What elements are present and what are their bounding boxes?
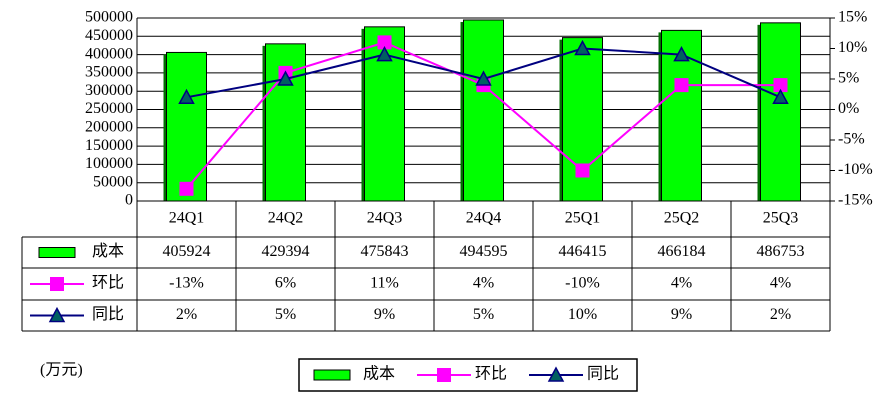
y2-tick-label: -15% [838, 192, 873, 209]
x-tick-label: 24Q4 [466, 210, 502, 227]
legend-label: 环比 [92, 274, 124, 292]
y-tick-label: 50000 [93, 173, 133, 190]
point [772, 88, 789, 105]
point [773, 78, 788, 93]
y2-tick-label: 10% [838, 39, 867, 56]
legend-label: 成本 [363, 365, 395, 383]
table-value: -10% [565, 275, 600, 292]
y-tick-label: 100000 [85, 155, 133, 172]
y-tick-label: 250000 [85, 100, 133, 117]
table-value: 4% [473, 275, 494, 292]
legend-label: 环比 [475, 365, 507, 383]
y-tick-label: 300000 [85, 82, 133, 99]
bar-shadow [658, 32, 662, 202]
table-value: 4% [770, 275, 791, 292]
table-value: 9% [374, 306, 395, 323]
legend-marker [38, 247, 76, 258]
table-value: 446415 [559, 243, 607, 260]
table-value: 9% [671, 306, 692, 323]
table-value: 466184 [658, 243, 706, 260]
bar-shadow [460, 21, 464, 202]
y2-tick-label: 0% [838, 100, 859, 117]
x-tick-label: 25Q3 [763, 210, 799, 227]
point [575, 163, 590, 178]
table-value: 10% [568, 306, 597, 323]
legend-marker [313, 369, 351, 381]
bar-shadow [757, 24, 761, 201]
table-value: 429394 [262, 243, 310, 260]
y2-tick-label: -5% [838, 131, 865, 148]
point [475, 70, 492, 86]
y-tick-label: 400000 [85, 45, 133, 62]
legend-marker [437, 368, 451, 382]
point [377, 35, 392, 50]
table-value: 6% [275, 275, 296, 292]
table-value: 405924 [163, 243, 211, 260]
point [179, 181, 194, 196]
bar [463, 19, 504, 202]
bar-shadow [262, 45, 266, 201]
legend-marker [48, 306, 66, 323]
table-value: 4% [671, 275, 692, 292]
legend-label: 同比 [92, 305, 124, 323]
table-value: 11% [370, 275, 399, 292]
table-value: -13% [169, 275, 204, 292]
y2-tick-label: -10% [838, 161, 873, 178]
y-tick-label: 350000 [85, 64, 133, 81]
table-value: 494595 [460, 243, 508, 260]
table-value: 486753 [757, 243, 805, 260]
bar-shadow [559, 39, 563, 202]
legend-label: 同比 [587, 365, 619, 383]
bar-shadow [163, 54, 167, 201]
x-tick-label: 25Q2 [664, 210, 700, 227]
table-value: 2% [770, 306, 791, 323]
table-value: 2% [176, 306, 197, 323]
y-tick-label: 450000 [85, 27, 133, 44]
point [574, 39, 591, 56]
x-tick-label: 25Q1 [565, 210, 601, 227]
x-tick-label: 24Q2 [268, 210, 304, 227]
y-tick-label: 200000 [85, 118, 133, 135]
y-tick-label: 150000 [85, 137, 133, 154]
point [673, 46, 690, 62]
table-value: 475843 [361, 243, 409, 260]
legend-marker [547, 366, 565, 382]
x-tick-label: 24Q3 [367, 210, 403, 227]
point [277, 70, 294, 86]
bar [166, 51, 207, 202]
x-tick-label: 24Q1 [169, 210, 205, 227]
point [178, 88, 195, 105]
point [674, 78, 689, 93]
bar-shadow [361, 28, 365, 201]
table-value: 5% [473, 306, 494, 323]
legend-label: 成本 [92, 242, 124, 260]
table-value: 5% [275, 306, 296, 323]
y-tick-label: 500000 [85, 9, 133, 26]
legend-marker [50, 277, 64, 291]
point [376, 46, 393, 62]
bar [760, 22, 801, 202]
y-tick-label: 0 [125, 192, 133, 209]
y-unit-label: (万元) [40, 362, 83, 379]
y2-tick-label: 15% [838, 9, 867, 26]
y2-tick-label: 5% [838, 70, 859, 87]
